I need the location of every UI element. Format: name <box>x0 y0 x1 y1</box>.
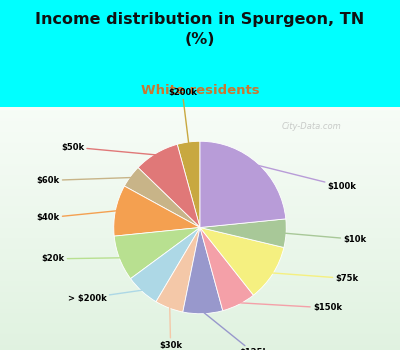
Text: $75k: $75k <box>271 273 358 283</box>
Wedge shape <box>200 141 286 228</box>
Wedge shape <box>200 219 286 247</box>
Text: $200k: $200k <box>168 88 197 144</box>
Text: > $200k: > $200k <box>68 290 144 302</box>
Text: White residents: White residents <box>141 84 259 97</box>
Wedge shape <box>200 228 254 311</box>
Text: City-Data.com: City-Data.com <box>282 122 342 131</box>
Text: $10k: $10k <box>284 233 366 244</box>
Wedge shape <box>177 141 200 228</box>
Text: $150k: $150k <box>238 303 342 312</box>
Text: Income distribution in Spurgeon, TN
(%): Income distribution in Spurgeon, TN (%) <box>35 13 365 47</box>
Text: $40k: $40k <box>36 211 118 222</box>
Text: $20k: $20k <box>42 254 121 263</box>
Wedge shape <box>124 168 200 228</box>
Wedge shape <box>114 228 200 279</box>
Wedge shape <box>138 144 200 228</box>
Wedge shape <box>156 228 200 312</box>
Text: $50k: $50k <box>61 143 157 155</box>
Wedge shape <box>130 228 200 302</box>
Wedge shape <box>114 186 200 236</box>
Text: $125k: $125k <box>203 312 268 350</box>
Text: $100k: $100k <box>256 165 356 191</box>
Wedge shape <box>183 228 223 314</box>
Wedge shape <box>200 228 284 295</box>
Text: $60k: $60k <box>36 176 132 185</box>
Text: $30k: $30k <box>159 306 182 350</box>
